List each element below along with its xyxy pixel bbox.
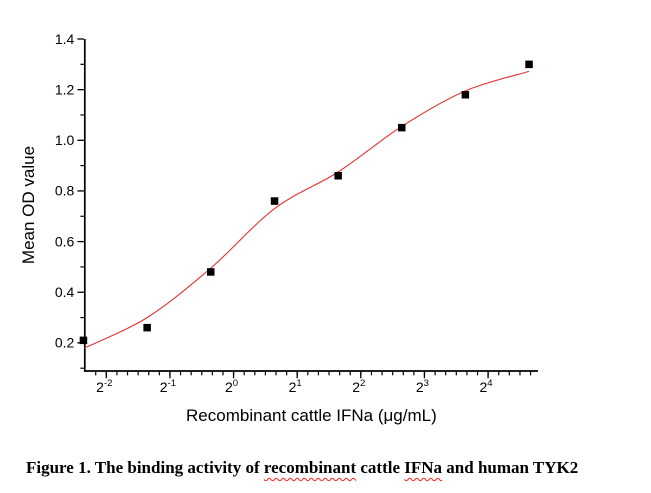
fit-curve (84, 70, 530, 349)
caption-word-misspelled: IFNa (404, 458, 443, 477)
x-tick-label: 2-1 (160, 378, 176, 395)
data-points (79, 60, 533, 345)
y-tick-label: 0.8 (55, 183, 75, 199)
caption-word-misspelled: recombinant (263, 458, 357, 477)
data-point (461, 91, 470, 99)
x-tick-label: 20 (225, 378, 238, 395)
x-tick-label: 21 (289, 378, 302, 395)
figure-caption: Figure 1. The binding activity of recomb… (26, 458, 626, 478)
y-tick-label: 0.4 (55, 284, 75, 300)
caption-segment: cattle (356, 458, 405, 477)
x-axis-ticks: 2-2 2-1 20 21 22 23 24 (95, 371, 532, 395)
caption-segment: Figure 1. The binding activity of (26, 458, 264, 477)
caption-segment: and human TYK2 (442, 458, 579, 477)
y-axis-ticks: 0.2 0.4 0.6 0.8 1.0 1.2 1.4 (55, 31, 84, 369)
x-tick-label: 23 (416, 378, 429, 395)
x-tick-label: 2-2 (96, 378, 112, 395)
y-tick-label: 1.2 (55, 81, 75, 97)
data-point (525, 60, 533, 69)
data-point (143, 323, 151, 332)
scatter-plot-svg: 2-2 2-1 20 21 22 23 24 0.2 0.4 0.6 0.8 1.0 1.2 1.4 Rec… (19, 31, 538, 425)
y-tick-label: 1.4 (55, 31, 75, 47)
x-tick-label: 22 (352, 378, 365, 395)
data-point (207, 268, 215, 276)
y-tick-label: 1.0 (55, 132, 75, 148)
data-point (79, 336, 88, 345)
y-axis-label: Mean OD value (19, 146, 38, 264)
data-point (398, 123, 406, 132)
x-tick-label: 24 (480, 378, 493, 395)
y-tick-label: 0.2 (55, 335, 75, 351)
x-axis-label: Recombinant cattle IFNa (μg/mL) (186, 406, 437, 425)
data-point (334, 172, 342, 180)
y-tick-label: 0.6 (55, 233, 75, 249)
binding-activity-chart: 2-2 2-1 20 21 22 23 24 0.2 0.4 0.6 0.8 1.0 1.2 1.4 Rec… (19, 31, 538, 425)
data-point (270, 197, 279, 205)
